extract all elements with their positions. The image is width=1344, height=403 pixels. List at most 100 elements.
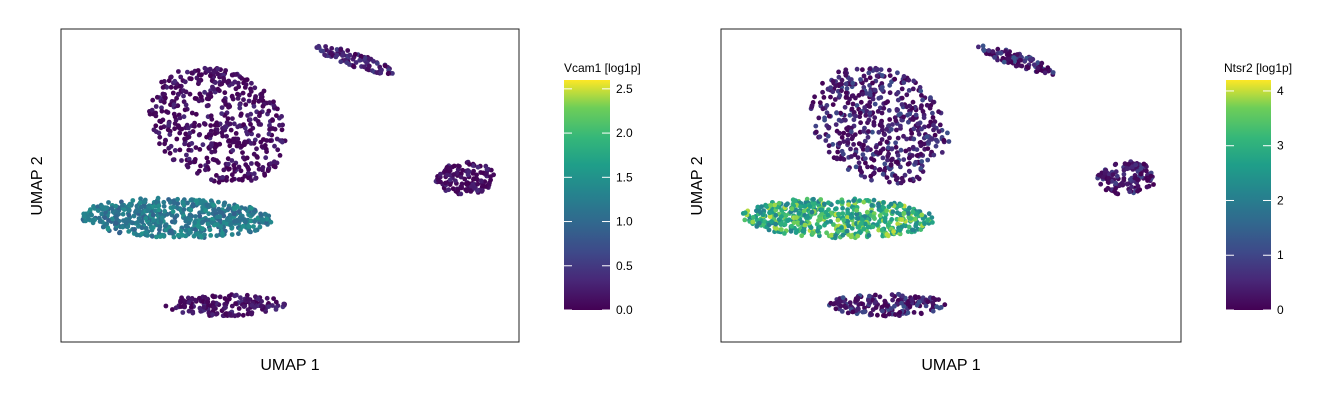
data-point	[97, 219, 103, 224]
data-point	[225, 161, 231, 167]
data-point	[120, 224, 126, 230]
data-point	[887, 117, 893, 122]
data-point	[374, 70, 380, 75]
data-point	[826, 113, 832, 119]
data-point	[229, 303, 235, 309]
data-point	[872, 115, 878, 121]
data-point	[239, 76, 245, 81]
data-point	[132, 227, 138, 232]
data-point	[239, 177, 245, 183]
data-point	[866, 117, 872, 123]
data-point	[916, 299, 922, 305]
data-point	[149, 233, 155, 239]
data-point	[986, 48, 992, 53]
data-point	[168, 200, 173, 205]
data-point	[197, 305, 203, 311]
data-point	[876, 95, 882, 101]
data-point	[1014, 52, 1020, 57]
data-point	[250, 212, 255, 218]
data-point	[892, 76, 898, 82]
data-point	[240, 223, 246, 229]
data-point	[264, 295, 270, 301]
data-point	[109, 205, 115, 211]
data-point	[260, 103, 266, 109]
data-point	[822, 117, 827, 123]
data-point	[858, 120, 863, 126]
data-point	[220, 175, 226, 180]
data-point	[809, 103, 815, 108]
data-point	[203, 167, 208, 173]
data-point	[183, 89, 189, 95]
data-point	[889, 146, 895, 152]
data-point	[802, 222, 808, 228]
data-point	[196, 224, 202, 229]
y-axis-title: UMAP 2	[29, 156, 46, 215]
data-point	[270, 118, 275, 123]
data-point	[99, 211, 105, 217]
data-point	[881, 105, 887, 111]
data-point	[197, 147, 203, 152]
data-point	[882, 216, 888, 221]
colorbar-tick-label: 0.0	[616, 303, 633, 317]
data-point	[151, 217, 156, 223]
data-point	[1042, 70, 1048, 76]
data-point	[870, 96, 876, 102]
data-point	[179, 295, 185, 301]
data-point	[211, 69, 217, 75]
data-point	[879, 84, 885, 90]
data-point	[871, 122, 877, 128]
data-point	[788, 227, 794, 233]
data-point	[274, 113, 279, 118]
data-point	[281, 301, 287, 307]
data-point	[379, 67, 384, 73]
data-point	[241, 155, 246, 161]
data-point	[919, 212, 925, 218]
data-point	[889, 292, 895, 298]
data-point	[866, 233, 872, 238]
data-point	[783, 202, 789, 208]
data-point	[879, 81, 885, 86]
data-point	[1113, 180, 1119, 186]
data-point	[157, 141, 162, 147]
data-point	[277, 122, 282, 128]
data-point	[848, 146, 853, 152]
data-point	[209, 220, 215, 226]
data-point	[471, 177, 476, 182]
data-point	[205, 299, 211, 305]
data-point	[887, 73, 893, 78]
data-point	[904, 104, 910, 110]
data-point	[209, 177, 214, 183]
data-point	[840, 211, 846, 216]
data-point	[867, 110, 873, 116]
data-point	[275, 147, 281, 153]
data-point	[819, 207, 825, 213]
data-point	[273, 305, 279, 310]
data-point	[183, 228, 189, 233]
data-point	[267, 100, 272, 106]
data-point	[918, 166, 924, 171]
data-point	[877, 167, 883, 173]
data-point	[860, 67, 865, 73]
data-point	[216, 160, 221, 165]
data-point	[922, 221, 927, 227]
data-point	[102, 215, 108, 221]
data-point	[229, 158, 235, 163]
data-point	[232, 313, 238, 319]
data-point	[206, 310, 212, 316]
data-point	[836, 228, 841, 234]
data-point	[835, 217, 841, 223]
data-point	[1003, 48, 1008, 54]
data-point	[246, 228, 252, 234]
data-point	[198, 163, 203, 169]
data-point	[344, 60, 350, 66]
data-point	[939, 150, 945, 155]
data-point	[248, 121, 253, 127]
data-point	[192, 159, 198, 165]
data-point	[144, 230, 149, 236]
data-point	[867, 100, 873, 105]
data-point	[839, 77, 845, 83]
data-point	[126, 212, 132, 218]
data-point	[138, 204, 144, 210]
data-point	[998, 50, 1004, 56]
data-point	[853, 113, 858, 119]
